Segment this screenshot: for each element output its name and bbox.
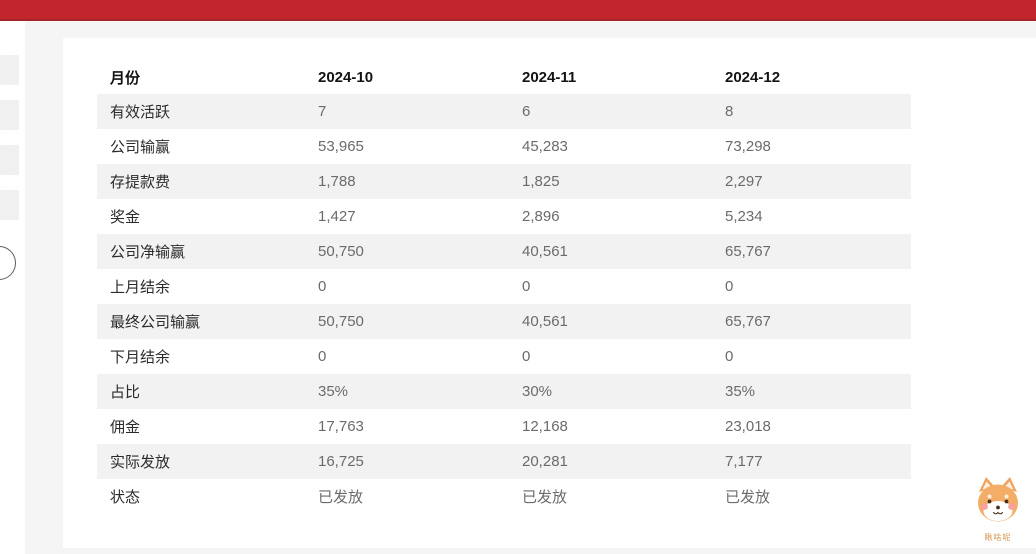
- sidebar-item-skeleton[interactable]: [0, 145, 19, 175]
- mascot-widget[interactable]: 瞅啥呢: [968, 474, 1028, 543]
- row-value: 17,763: [318, 418, 364, 435]
- table-row: 上月结余 0 0 0: [97, 269, 911, 304]
- table-body: 有效活跃 7 6 8 公司输赢 53,965 45,283 73,298 存提款…: [97, 94, 911, 514]
- row-value: 0: [522, 348, 531, 365]
- row-value: 30%: [522, 383, 553, 400]
- row-value: 1,427: [318, 208, 356, 225]
- row-label: 公司净输赢: [110, 244, 186, 261]
- row-value: 50,750: [318, 313, 364, 330]
- row-value: 12,168: [522, 418, 568, 435]
- row-label: 最终公司输赢: [110, 314, 201, 331]
- row-value: 0: [725, 278, 734, 295]
- column-header-date: 2024-11: [522, 68, 577, 86]
- table-row: 存提款费 1,788 1,825 2,297: [97, 164, 911, 199]
- table-row: 最终公司输赢 50,750 40,561 65,767: [97, 304, 911, 339]
- row-value: 2,297: [725, 173, 763, 190]
- row-value: 53,965: [318, 138, 364, 155]
- row-value: 7,177: [725, 453, 763, 470]
- top-navbar: [0, 0, 1036, 21]
- table-row: 公司净输赢 50,750 40,561 65,767: [97, 234, 911, 269]
- column-header-date: 2024-12: [725, 68, 781, 86]
- row-value: 0: [725, 348, 734, 365]
- row-value: 8: [725, 103, 734, 120]
- monthly-report-table: 月份 2024-10 2024-11 2024-12 有效活跃 7 6 8 公司输赢…: [97, 60, 911, 514]
- row-label: 公司输赢: [110, 139, 171, 156]
- row-value: 45,283: [522, 138, 568, 155]
- report-card: 月份 2024-10 2024-11 2024-12 有效活跃 7 6 8 公司输赢…: [63, 38, 1036, 548]
- row-label: 占比: [110, 384, 141, 401]
- header-row: 月份 2024-10 2024-11 2024-12: [97, 60, 911, 94]
- table-row: 下月结余 0 0 0: [97, 339, 911, 374]
- sidebar-item-skeleton[interactable]: [0, 100, 19, 130]
- row-value: 40,561: [522, 243, 568, 260]
- table-row: 佣金 17,763 12,168 23,018: [97, 409, 911, 444]
- row-value: 1,825: [522, 173, 560, 190]
- row-label: 下月结余: [110, 349, 171, 366]
- row-label: 状态: [110, 489, 141, 506]
- table-row: 占比 35% 30% 35%: [97, 374, 911, 409]
- table-row: 奖金 1,427 2,896 5,234: [97, 199, 911, 234]
- row-label: 奖金: [110, 209, 141, 226]
- table-row: 状态 已发放 已发放 已发放: [97, 479, 911, 514]
- row-value: 2,896: [522, 208, 560, 225]
- row-label: 有效活跃: [110, 104, 171, 121]
- sidebar-collapse-handle[interactable]: [0, 246, 16, 280]
- row-label: 实际发放: [110, 454, 171, 471]
- sidebar: [0, 21, 25, 554]
- row-value: 16,725: [318, 453, 364, 470]
- sidebar-item-skeleton[interactable]: [0, 55, 19, 85]
- row-value: 20,281: [522, 453, 568, 470]
- row-value: 1,788: [318, 173, 356, 190]
- row-label: 上月结余: [110, 279, 171, 296]
- column-header-month: 月份: [110, 69, 141, 87]
- mascot-caption: 瞅啥呢: [984, 533, 1012, 542]
- sidebar-item-skeleton[interactable]: [0, 190, 19, 220]
- row-value: 6: [522, 103, 531, 120]
- row-value: 65,767: [725, 243, 771, 260]
- row-value: 已发放: [725, 489, 771, 506]
- shiba-dog-icon: [978, 477, 1018, 522]
- row-label: 存提款费: [110, 174, 171, 191]
- row-value: 35%: [318, 383, 349, 400]
- row-value: 0: [318, 348, 327, 365]
- row-value: 0: [318, 278, 327, 295]
- row-value: 40,561: [522, 313, 568, 330]
- row-value: 23,018: [725, 418, 771, 435]
- column-header-date: 2024-10: [318, 68, 374, 86]
- row-value: 35%: [725, 383, 756, 400]
- table-row: 公司输赢 53,965 45,283 73,298: [97, 129, 911, 164]
- row-value: 已发放: [318, 489, 364, 506]
- row-value: 73,298: [725, 138, 771, 155]
- row-value: 0: [522, 278, 531, 295]
- table-row: 实际发放 16,725 20,281 7,177: [97, 444, 911, 479]
- table-row: 有效活跃 7 6 8: [97, 94, 911, 129]
- row-value: 50,750: [318, 243, 364, 260]
- row-value: 已发放: [522, 489, 568, 506]
- row-value: 5,234: [725, 208, 763, 225]
- row-label: 佣金: [110, 419, 141, 436]
- row-value: 7: [318, 103, 327, 120]
- row-value: 65,767: [725, 313, 771, 330]
